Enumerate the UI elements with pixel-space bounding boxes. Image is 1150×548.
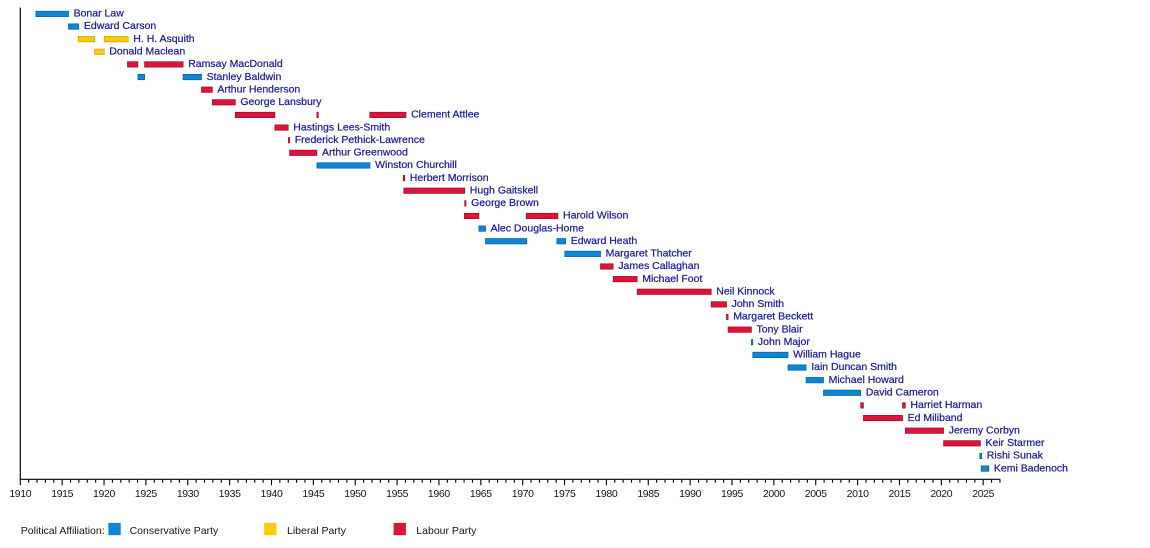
svg-text:2005: 2005 [805, 488, 827, 500]
svg-text:Clement Attlee: Clement Attlee [411, 109, 479, 121]
svg-text:1980: 1980 [595, 488, 617, 500]
svg-text:David Cameron: David Cameron [866, 387, 939, 399]
svg-text:Edward Heath: Edward Heath [571, 235, 638, 247]
svg-text:Rishi Sunak: Rishi Sunak [987, 450, 1044, 462]
svg-text:Kemi Badenoch: Kemi Badenoch [994, 462, 1068, 474]
svg-text:James Callaghan: James Callaghan [618, 260, 699, 272]
svg-text:Frederick Pethick-Lawrence: Frederick Pethick-Lawrence [295, 134, 425, 146]
svg-text:Harriet Harman: Harriet Harman [910, 399, 982, 411]
svg-text:1965: 1965 [470, 488, 492, 500]
svg-text:1945: 1945 [302, 488, 324, 500]
svg-text:1920: 1920 [93, 488, 115, 500]
svg-text:1990: 1990 [679, 488, 701, 500]
svg-text:Stanley Baldwin: Stanley Baldwin [207, 71, 282, 83]
svg-text:1925: 1925 [135, 488, 157, 500]
svg-text:Michael Foot: Michael Foot [642, 273, 702, 285]
svg-text:H. H. Asquith: H. H. Asquith [133, 33, 194, 45]
svg-text:1960: 1960 [428, 488, 450, 500]
svg-text:2010: 2010 [847, 488, 869, 500]
svg-text:1950: 1950 [344, 488, 366, 500]
svg-text:1995: 1995 [721, 488, 743, 500]
svg-text:Conservative Party: Conservative Party [130, 525, 219, 537]
svg-text:Herbert Morrison: Herbert Morrison [410, 172, 489, 184]
svg-text:Edward Carson: Edward Carson [84, 20, 157, 32]
svg-text:Ramsay MacDonald: Ramsay MacDonald [188, 58, 283, 70]
svg-text:1955: 1955 [386, 488, 408, 500]
svg-text:Alec Douglas-Home: Alec Douglas-Home [491, 222, 585, 234]
svg-text:Hastings Lees-Smith: Hastings Lees-Smith [293, 121, 390, 133]
svg-text:John Major: John Major [758, 336, 810, 348]
svg-text:1910: 1910 [9, 488, 31, 500]
svg-text:Margaret Thatcher: Margaret Thatcher [606, 248, 693, 260]
svg-text:John Smith: John Smith [732, 298, 785, 310]
svg-text:Winston Churchill: Winston Churchill [375, 159, 457, 171]
svg-text:1985: 1985 [637, 488, 659, 500]
svg-text:Tony Blair: Tony Blair [757, 323, 804, 335]
svg-text:Iain Duncan Smith: Iain Duncan Smith [811, 361, 897, 373]
svg-text:Margaret Beckett: Margaret Beckett [733, 311, 813, 323]
svg-text:Political Affiliation:: Political Affiliation: [21, 525, 105, 537]
svg-text:1915: 1915 [51, 488, 73, 500]
svg-text:1930: 1930 [177, 488, 199, 500]
svg-text:George Brown: George Brown [471, 197, 539, 209]
svg-text:Labour Party: Labour Party [416, 525, 477, 537]
svg-text:1935: 1935 [219, 488, 241, 500]
svg-text:Neil Kinnock: Neil Kinnock [716, 285, 775, 297]
svg-text:Arthur Greenwood: Arthur Greenwood [322, 147, 408, 159]
svg-text:2000: 2000 [763, 488, 785, 500]
svg-text:Michael Howard: Michael Howard [829, 374, 904, 386]
svg-text:Liberal Party: Liberal Party [287, 525, 347, 537]
svg-text:Bonar Law: Bonar Law [74, 8, 125, 20]
svg-text:Hugh Gaitskell: Hugh Gaitskell [470, 184, 538, 196]
svg-text:Harold Wilson: Harold Wilson [563, 210, 629, 222]
svg-text:2015: 2015 [889, 488, 911, 500]
svg-text:1970: 1970 [512, 488, 534, 500]
svg-text:William Hague: William Hague [793, 349, 861, 361]
svg-text:Ed Miliband: Ed Miliband [908, 412, 963, 424]
svg-text:Arthur Henderson: Arthur Henderson [217, 83, 300, 95]
svg-text:1975: 1975 [554, 488, 576, 500]
svg-text:1940: 1940 [261, 488, 283, 500]
svg-text:2020: 2020 [930, 488, 952, 500]
svg-text:George Lansbury: George Lansbury [240, 96, 322, 108]
svg-text:Donald Maclean: Donald Maclean [109, 45, 185, 57]
svg-text:Keir Starmer: Keir Starmer [986, 437, 1045, 449]
svg-text:2025: 2025 [972, 488, 994, 500]
svg-text:Jeremy Corbyn: Jeremy Corbyn [949, 424, 1020, 436]
